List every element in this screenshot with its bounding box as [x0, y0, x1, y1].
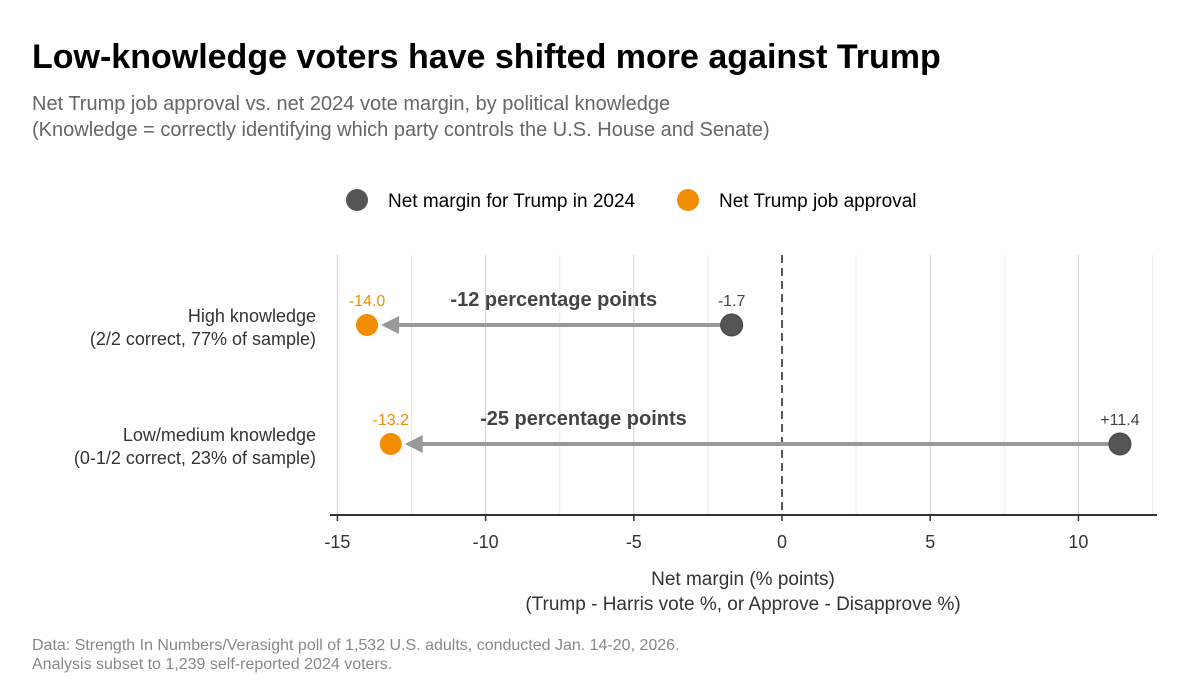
row-sublabel-low: (0-1/2 correct, 23% of sample): [74, 448, 316, 468]
label-job-approval: -13.2: [373, 412, 410, 429]
row-label-high: High knowledge: [188, 306, 316, 326]
gridlines: -15 -10 -5 0 5 10: [324, 255, 1157, 552]
legend-label-approval: Net Trump job approval: [719, 191, 917, 212]
x-tick-label: -15: [324, 532, 350, 552]
chart-title: Low-knowledge voters have shifted more a…: [32, 38, 941, 76]
legend: Net margin for Trump in 2024 Net Trump j…: [346, 189, 917, 212]
chart-subtitle: Net Trump job approval vs. net 2024 vote…: [32, 93, 670, 115]
legend-marker-approval: [677, 189, 699, 211]
change-label: -12 percentage points: [450, 289, 657, 311]
point-2024-margin: [720, 313, 744, 337]
row-label-low: Low/medium knowledge: [123, 425, 316, 445]
row-sublabel-high: (2/2 correct, 77% of sample): [90, 329, 316, 349]
x-tick-label: -10: [473, 532, 499, 552]
point-2024-margin: [1108, 432, 1132, 456]
x-tick-label: 10: [1068, 532, 1088, 552]
legend-label-2024: Net margin for Trump in 2024: [388, 191, 636, 212]
chart-subtitle-2: (Knowledge = correctly identifying which…: [32, 119, 770, 141]
caption: Data: Strength In Numbers/Verasight poll…: [32, 637, 680, 654]
x-tick-label: 5: [925, 532, 935, 552]
change-label: -25 percentage points: [480, 408, 687, 430]
label-job-approval: -14.0: [349, 293, 386, 310]
caption-2: Analysis subset to 1,239 self-reported 2…: [32, 656, 392, 673]
x-axis-subtitle: (Trump - Harris vote %, or Approve - Dis…: [525, 594, 960, 615]
label-2024-margin: +11.4: [1100, 412, 1139, 429]
plot-marks: -1.7 -14.0 -12 percentage points +11.4 -13.2…: [349, 289, 1140, 456]
x-axis-title: Net margin (% points): [651, 569, 835, 590]
x-tick-label: 0: [777, 532, 787, 552]
point-job-approval: [379, 433, 402, 455]
arrow-head-icon: [381, 316, 400, 334]
x-tick-label: -5: [626, 532, 642, 552]
point-job-approval: [356, 314, 379, 336]
label-2024-margin: -1.7: [718, 293, 746, 310]
arrow-head-icon: [404, 435, 423, 453]
legend-marker-2024: [346, 189, 368, 211]
